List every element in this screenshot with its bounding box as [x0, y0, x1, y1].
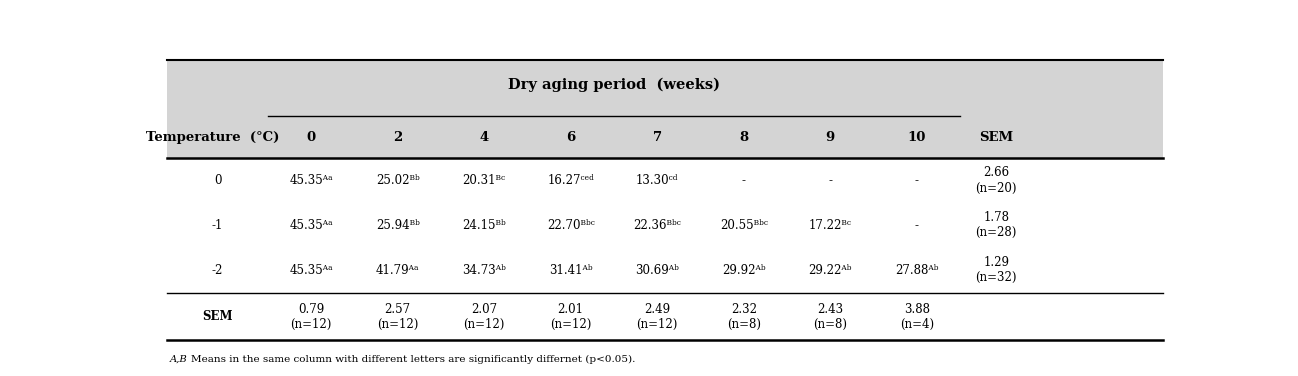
- Text: 45.35ᴬᵃ: 45.35ᴬᵃ: [289, 174, 334, 187]
- Text: 1.78
(n=28): 1.78 (n=28): [976, 211, 1016, 240]
- Text: 41.79ᴬᵃ: 41.79ᴬᵃ: [376, 264, 419, 277]
- Text: 4: 4: [479, 130, 489, 144]
- Text: 16.27ᶜᵉᵈ: 16.27ᶜᵉᵈ: [548, 174, 594, 187]
- Text: 24.15ᴮᵇ: 24.15ᴮᵇ: [462, 219, 506, 232]
- Text: 30.69ᴬᵇ: 30.69ᴬᵇ: [635, 264, 679, 277]
- Text: 7: 7: [653, 130, 662, 144]
- Text: -: -: [741, 174, 745, 187]
- Text: 2.49
(n=12): 2.49 (n=12): [636, 303, 678, 331]
- Text: 29.22ᴬᵇ: 29.22ᴬᵇ: [809, 264, 851, 277]
- Text: Temperature  (°C): Temperature (°C): [145, 130, 279, 144]
- Text: 13.30ᶜᵈ: 13.30ᶜᵈ: [636, 174, 679, 187]
- Text: A,B: A,B: [169, 355, 187, 364]
- Text: -: -: [828, 174, 832, 187]
- Text: Dry aging period  (weeks): Dry aging period (weeks): [508, 78, 720, 92]
- Text: 8: 8: [739, 130, 748, 144]
- Text: 29.92ᴬᵇ: 29.92ᴬᵇ: [722, 264, 766, 277]
- Text: -: -: [915, 174, 919, 187]
- Text: 45.35ᴬᵃ: 45.35ᴬᵃ: [289, 219, 334, 232]
- Text: 0: 0: [214, 174, 222, 187]
- Text: Means in the same column with different letters are significantly differnet (p<0: Means in the same column with different …: [191, 355, 636, 364]
- Text: 6: 6: [566, 130, 575, 144]
- Text: 2.07
(n=12): 2.07 (n=12): [463, 303, 505, 331]
- Text: 34.73ᴬᵇ: 34.73ᴬᵇ: [462, 264, 506, 277]
- Text: 27.88ᴬᵇ: 27.88ᴬᵇ: [894, 264, 938, 277]
- Text: 1.29
(n=32): 1.29 (n=32): [975, 256, 1016, 284]
- Text: 0.79
(n=12): 0.79 (n=12): [291, 303, 332, 331]
- Text: 2: 2: [393, 130, 402, 144]
- Text: -1: -1: [212, 219, 223, 232]
- Text: 22.36ᴮᵇᶜ: 22.36ᴮᵇᶜ: [633, 219, 681, 232]
- Text: 2.57
(n=12): 2.57 (n=12): [376, 303, 418, 331]
- Text: 9: 9: [826, 130, 835, 144]
- Text: 22.70ᴮᵇᶜ: 22.70ᴮᵇᶜ: [546, 219, 594, 232]
- Text: -: -: [915, 219, 919, 232]
- Text: 2.43
(n=8): 2.43 (n=8): [814, 303, 848, 331]
- Text: 25.94ᴮᵇ: 25.94ᴮᵇ: [375, 219, 419, 232]
- Text: 2.66
(n=20): 2.66 (n=20): [975, 167, 1016, 194]
- Text: 0: 0: [306, 130, 315, 144]
- Bar: [167, 158, 1163, 340]
- Text: 31.41ᴬᵇ: 31.41ᴬᵇ: [549, 264, 592, 277]
- Text: 17.22ᴮᶜ: 17.22ᴮᶜ: [809, 219, 851, 232]
- Text: -2: -2: [212, 264, 223, 277]
- Text: 20.55ᴮᵇᶜ: 20.55ᴮᵇᶜ: [719, 219, 767, 232]
- Text: 45.35ᴬᵃ: 45.35ᴬᵃ: [289, 264, 334, 277]
- Text: SEM: SEM: [202, 310, 232, 323]
- Text: 2.32
(n=8): 2.32 (n=8): [727, 303, 761, 331]
- Text: SEM: SEM: [979, 130, 1014, 144]
- Text: 25.02ᴮᵇ: 25.02ᴮᵇ: [375, 174, 419, 187]
- Text: 3.88
(n=4): 3.88 (n=4): [900, 303, 933, 331]
- Text: 20.31ᴮᶜ: 20.31ᴮᶜ: [462, 174, 506, 187]
- Bar: [167, 60, 1163, 158]
- Text: 2.01
(n=12): 2.01 (n=12): [550, 303, 592, 331]
- Text: 10: 10: [907, 130, 925, 144]
